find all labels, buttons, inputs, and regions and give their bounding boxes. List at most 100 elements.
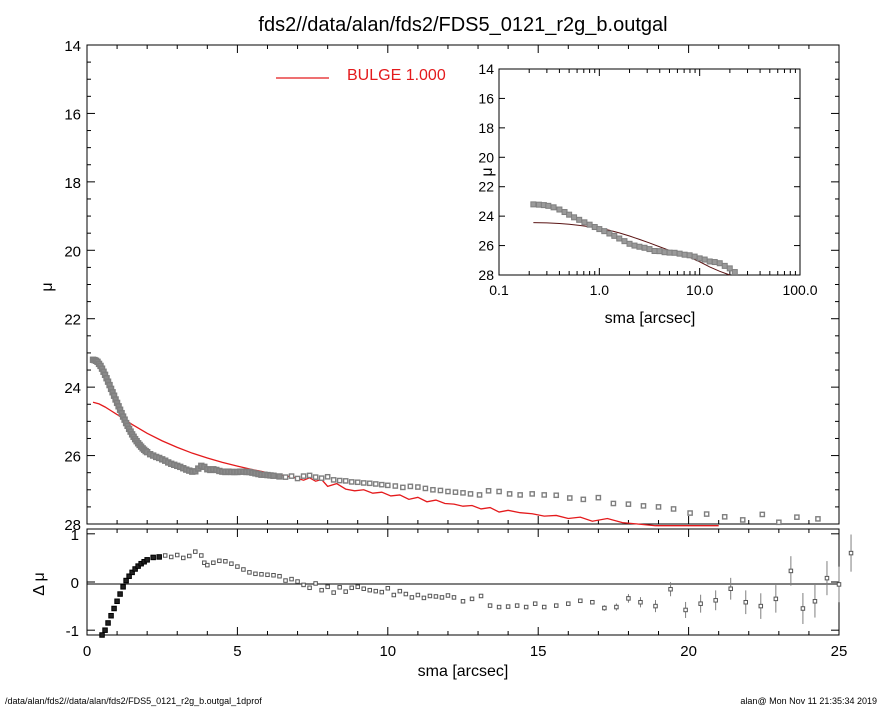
data-point	[270, 472, 277, 479]
main-y-tick-label: 16	[64, 106, 81, 123]
residual-point	[848, 550, 854, 556]
main-x-ticks	[86, 45, 840, 524]
residual-point	[129, 569, 135, 576]
inset-data-point	[716, 260, 723, 267]
data-point	[354, 479, 361, 486]
residual-y-tick-label: -1	[66, 623, 79, 640]
residual-point	[102, 627, 108, 633]
inset-y-tick-label: 16	[478, 90, 494, 106]
data-point	[385, 482, 391, 489]
inset-data-point	[631, 242, 638, 249]
residual-point	[223, 559, 228, 564]
inset-y-ticks: 14 16 18 20 22 24 26 28	[478, 61, 800, 283]
data-point	[721, 514, 728, 520]
residual-point	[421, 595, 427, 601]
residual-point	[202, 560, 207, 565]
residual-point	[108, 612, 114, 619]
data-point	[360, 480, 367, 486]
data-point	[485, 488, 492, 494]
data-point	[294, 475, 301, 482]
main-y-tick-label: 22	[64, 312, 81, 329]
data-point	[580, 496, 587, 503]
data-point	[276, 473, 283, 480]
residual-point	[590, 599, 595, 605]
data-point	[415, 484, 421, 490]
residual-point	[319, 587, 324, 593]
residual-point	[313, 581, 318, 586]
residual-point	[307, 585, 312, 591]
residual-point	[566, 601, 571, 606]
data-point	[400, 484, 406, 491]
residual-point	[397, 588, 403, 594]
residual-point	[289, 576, 294, 582]
residual-point	[788, 568, 794, 574]
inset-y-tick-label: 26	[478, 238, 494, 254]
residual-point	[111, 605, 117, 612]
data-point	[342, 478, 349, 484]
residual-point	[415, 592, 421, 598]
residual-point	[469, 596, 475, 602]
data-point	[288, 473, 295, 479]
residual-y-axis-label: Δ μ	[31, 572, 48, 595]
residual-point	[217, 558, 222, 564]
residual-point	[626, 596, 631, 601]
residual-point	[445, 593, 451, 598]
legend: BULGE 1.000	[276, 67, 446, 84]
residual-x-ticks: 0 5 10 15 20 25	[83, 529, 847, 660]
data-point	[529, 491, 535, 497]
chart-title: fds2//data/alan/fds2/FDS5_0121_r2g_b.out…	[258, 14, 667, 36]
residual-point	[541, 604, 547, 610]
residual-x-tick-label: 5	[233, 643, 241, 660]
main-y-tick-label: 20	[64, 243, 81, 260]
data-point	[312, 474, 319, 480]
residual-point	[295, 579, 300, 584]
residual-point	[578, 598, 583, 604]
residual-point	[123, 577, 129, 584]
inset-data-point	[616, 235, 623, 242]
residual-x-axis-label: sma [arcsec]	[418, 663, 509, 680]
data-point	[366, 480, 373, 487]
inset-data-point	[550, 204, 557, 211]
residual-point	[199, 553, 204, 558]
inset-data-point	[566, 211, 573, 218]
residual-point	[451, 595, 457, 600]
main-y-tick-label: 18	[64, 175, 81, 192]
residual-point	[460, 599, 466, 604]
inset-x-ticks: 0.1 1.0 10.0 100.0	[489, 69, 818, 298]
residual-x-tick-label: 0	[83, 643, 91, 660]
data-point	[467, 491, 474, 497]
residual-point	[126, 573, 132, 579]
residual-point	[162, 553, 168, 558]
residual-point	[181, 555, 186, 561]
residual-point	[698, 601, 703, 606]
data-point	[452, 489, 459, 495]
residual-point	[361, 586, 366, 591]
residual-point	[385, 586, 391, 591]
data-point	[460, 490, 466, 496]
residual-point	[800, 606, 806, 611]
inset-data-point	[661, 249, 668, 256]
data-point	[306, 472, 313, 479]
residual-point	[193, 549, 198, 554]
data-point	[476, 492, 483, 498]
residual-point	[683, 607, 688, 613]
residual-point	[379, 589, 385, 595]
inset-y-tick-label: 28	[478, 267, 494, 283]
residual-point	[367, 587, 373, 593]
residual-point	[229, 561, 234, 566]
inset-data-point	[586, 221, 593, 228]
residual-point	[409, 595, 415, 600]
inset-data-point	[721, 262, 728, 269]
inset-plot-frame	[498, 68, 801, 276]
data-point	[496, 488, 502, 495]
residual-point	[514, 603, 520, 608]
data-point	[330, 477, 337, 483]
residual-point	[253, 571, 258, 577]
residual-point	[391, 592, 397, 598]
inset-y-tick-label: 18	[478, 120, 494, 136]
inset-y-tick-label: 14	[478, 61, 494, 77]
inset-data-point	[606, 230, 613, 237]
residual-y-ticks: 1 0 -1	[66, 527, 839, 640]
inset-series	[530, 201, 738, 276]
data-point	[318, 475, 325, 481]
